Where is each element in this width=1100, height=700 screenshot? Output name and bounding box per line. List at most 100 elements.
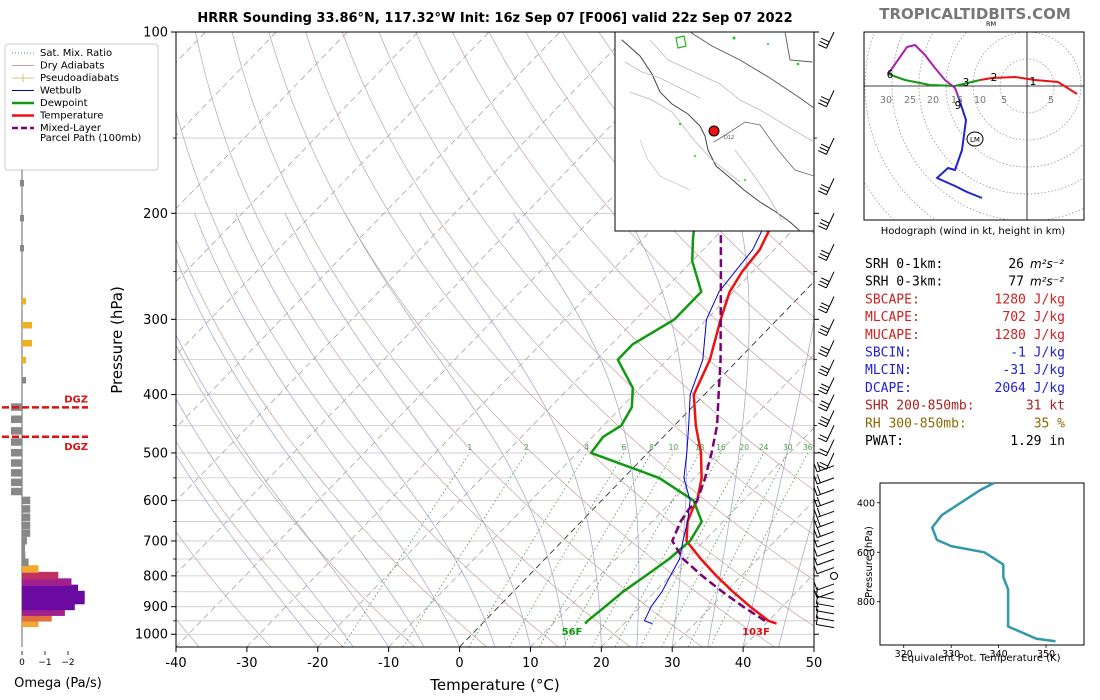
index-value: 26 (1008, 257, 1024, 272)
omega-bar (11, 427, 22, 435)
omega-xlabel: Omega (Pa/s) (14, 676, 102, 691)
parcel-path-profile (671, 32, 766, 622)
omega-bar (22, 505, 31, 513)
isotherm-line (176, 32, 419, 283)
wind-barb (813, 581, 835, 591)
figure-title: HRRR Sounding 33.86°N, 117.32°W Init: 16… (197, 11, 792, 26)
dry-adiabat-line (195, 32, 631, 647)
theta-e-ylabel: Pressure (hPa) (864, 526, 875, 598)
x-tick-label: -30 (236, 656, 257, 671)
omega-bar (22, 619, 39, 628)
omega-bar (22, 536, 27, 545)
isotherm-line (176, 32, 348, 210)
mixing-ratio-label: 36 (803, 443, 813, 452)
skewt-axes: 1 2 4 6 8 10 13 16 20 24 30 36100200300400500600700… (135, 26, 822, 672)
omega-bar (22, 513, 31, 522)
omega-tick-label: 0 (19, 658, 25, 668)
y-tick-label: 400 (143, 388, 168, 403)
pseudoadiabat-line (235, 213, 496, 647)
hodograph-ring (864, 32, 937, 220)
index-unit: m²s⁻² (1030, 275, 1064, 289)
mixing-ratio-label: 24 (759, 443, 769, 452)
y-tick-label: 700 (143, 534, 168, 549)
pseudoadiabat-line (344, 213, 567, 647)
y-tick-label: 100 (143, 26, 168, 41)
omega-bar (11, 478, 22, 487)
dry-adiabat-line (176, 440, 344, 647)
theta-e-y-tick-label: 600 (857, 548, 875, 559)
wind-barb (813, 538, 835, 548)
dry-adiabat-line (562, 32, 814, 318)
isotherm-line (176, 32, 490, 356)
wind-barb (815, 587, 835, 600)
pseudoadiabat-line (176, 334, 389, 647)
isotherm-line (176, 32, 702, 575)
index-label: MLCAPE: (865, 310, 920, 325)
y-tick-label: 500 (143, 446, 168, 461)
hodograph-trace (887, 73, 981, 87)
wind-barb (818, 340, 835, 358)
index-value: 35 % (1034, 416, 1065, 431)
surface-dewpoint-label: 56F (562, 627, 583, 638)
hodograph-speed-label: 30 (880, 95, 892, 106)
index-value: -1 J/kg (1010, 346, 1065, 361)
theta-e-x-tick-label: 340 (990, 649, 1008, 660)
omega-bar (22, 496, 31, 505)
mixing-ratio-line (687, 452, 789, 647)
dry-adiabat-line (341, 32, 814, 581)
hodograph-speed-label: 15 (951, 95, 963, 106)
dry-adiabat-line (415, 32, 814, 491)
mixing-ratio-label: 6 (622, 443, 627, 452)
hodograph-speed-label: 5 (1048, 95, 1054, 106)
theta-e-frame (879, 482, 1085, 646)
omega-bar (22, 565, 39, 573)
isotherm-line (176, 32, 277, 136)
legend: Sat. Mix. Ratio Dry AdiabatsPseudoadiabat… (4, 43, 159, 171)
hodograph-height-label: 2 (991, 72, 998, 84)
wind-barb (818, 359, 835, 377)
hodograph-speed-label: 5 (1001, 95, 1007, 106)
wind-barb (818, 394, 835, 412)
x-tick-label: -40 (165, 656, 186, 671)
omega-bar (22, 357, 26, 364)
omega-bar (22, 584, 79, 593)
pseudoadiabat-line (742, 318, 814, 647)
x-tick-label: 0 (455, 656, 463, 671)
mixing-ratio-label: 1 (468, 443, 473, 452)
wind-barb (818, 296, 835, 314)
wind-barb (815, 615, 835, 629)
hodograph-height-label: 3 (963, 77, 970, 89)
index-value: -31 J/kg (1002, 363, 1065, 378)
dry-adiabat-line (305, 32, 814, 627)
wind-barb (815, 601, 835, 615)
index-value: 1280 J/kg (995, 328, 1065, 343)
mixing-ratio-label: 10 (669, 443, 679, 452)
omega-bar (22, 596, 85, 605)
hodograph-height-label: 1 (1030, 76, 1037, 88)
index-label: MLCIN: (865, 363, 912, 378)
isotherm-line (317, 134, 814, 647)
hodograph-trace (936, 95, 983, 199)
x-tick-label: 50 (806, 656, 823, 671)
pseudoadiabat-line (625, 213, 688, 647)
theta-e-profile (930, 481, 1056, 643)
omega-bar (22, 551, 26, 559)
wind-barb (818, 271, 835, 289)
omega-bar (22, 529, 31, 537)
wind-barb (813, 565, 835, 575)
mixing-ratio-line (341, 452, 471, 647)
y-tick-label: 600 (143, 494, 168, 509)
wind-barb (813, 556, 835, 566)
hodograph-caption: Hodograph (wind in kt, height in km) (881, 226, 1066, 237)
hodograph-trace (979, 76, 1078, 95)
legend-label: Temperature (39, 111, 103, 122)
mixing-ratio-line (468, 452, 588, 647)
legend-label: Dry Adiabats (40, 61, 104, 72)
pseudoadiabat-line (176, 257, 425, 647)
pseudoadiabat-line (419, 213, 602, 647)
legend-label: Dewpoint (40, 98, 88, 109)
legend-label: Parcel Path (100mb) (40, 133, 141, 144)
hodograph-height-label: 9 (955, 100, 962, 112)
